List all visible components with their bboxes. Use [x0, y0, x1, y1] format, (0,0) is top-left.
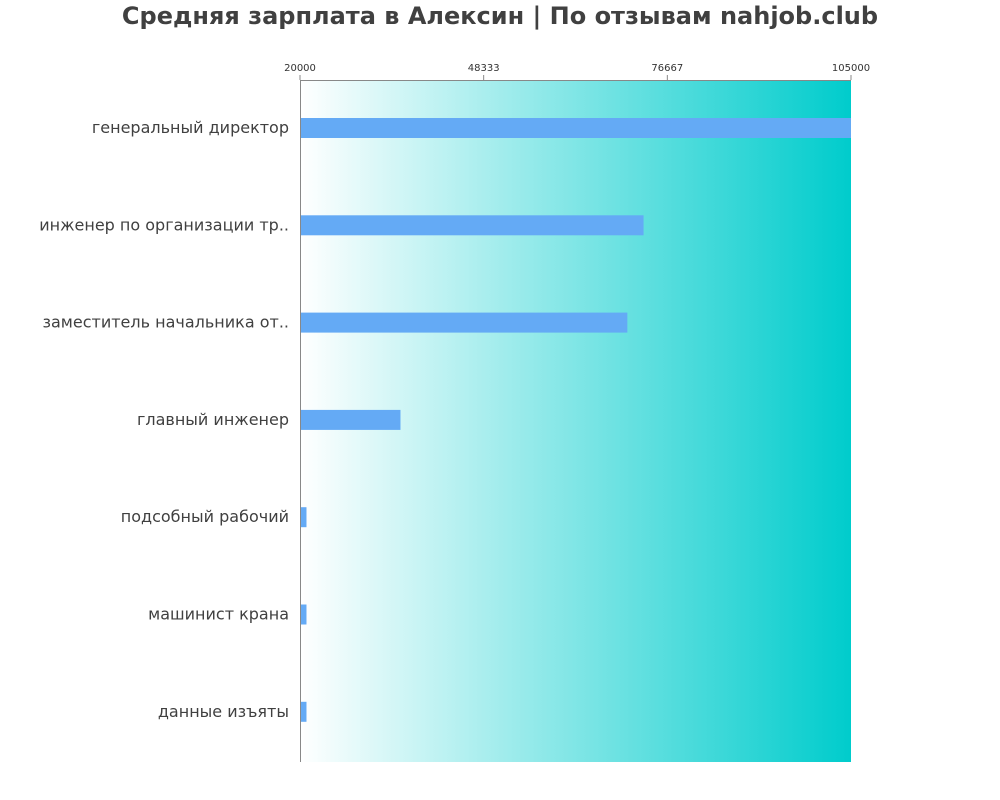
category-label: главный инженер: [137, 410, 289, 429]
bar: [301, 701, 307, 722]
category-label: заместитель начальника от..: [42, 313, 289, 332]
x-tick-label: 105000: [832, 63, 870, 74]
category-label: подсобный рабочий: [121, 507, 289, 526]
bar: [301, 507, 307, 528]
bar: [301, 215, 644, 236]
category-label: данные изъяты: [158, 702, 289, 721]
chart-title: Средняя зарплата в Алексин | По отзывам …: [121, 2, 879, 30]
category-label: машинист крана: [148, 605, 289, 624]
x-tick-label: 20000: [284, 63, 316, 74]
category-label: генеральный директор: [92, 118, 289, 137]
bar: [301, 118, 851, 138]
x-tick-label: 48333: [468, 63, 500, 74]
x-tick-label: 76667: [651, 63, 683, 74]
bar: [301, 604, 307, 625]
bar: [301, 312, 628, 333]
bar: [301, 409, 401, 430]
category-label: инженер по организации тр..: [39, 215, 289, 234]
